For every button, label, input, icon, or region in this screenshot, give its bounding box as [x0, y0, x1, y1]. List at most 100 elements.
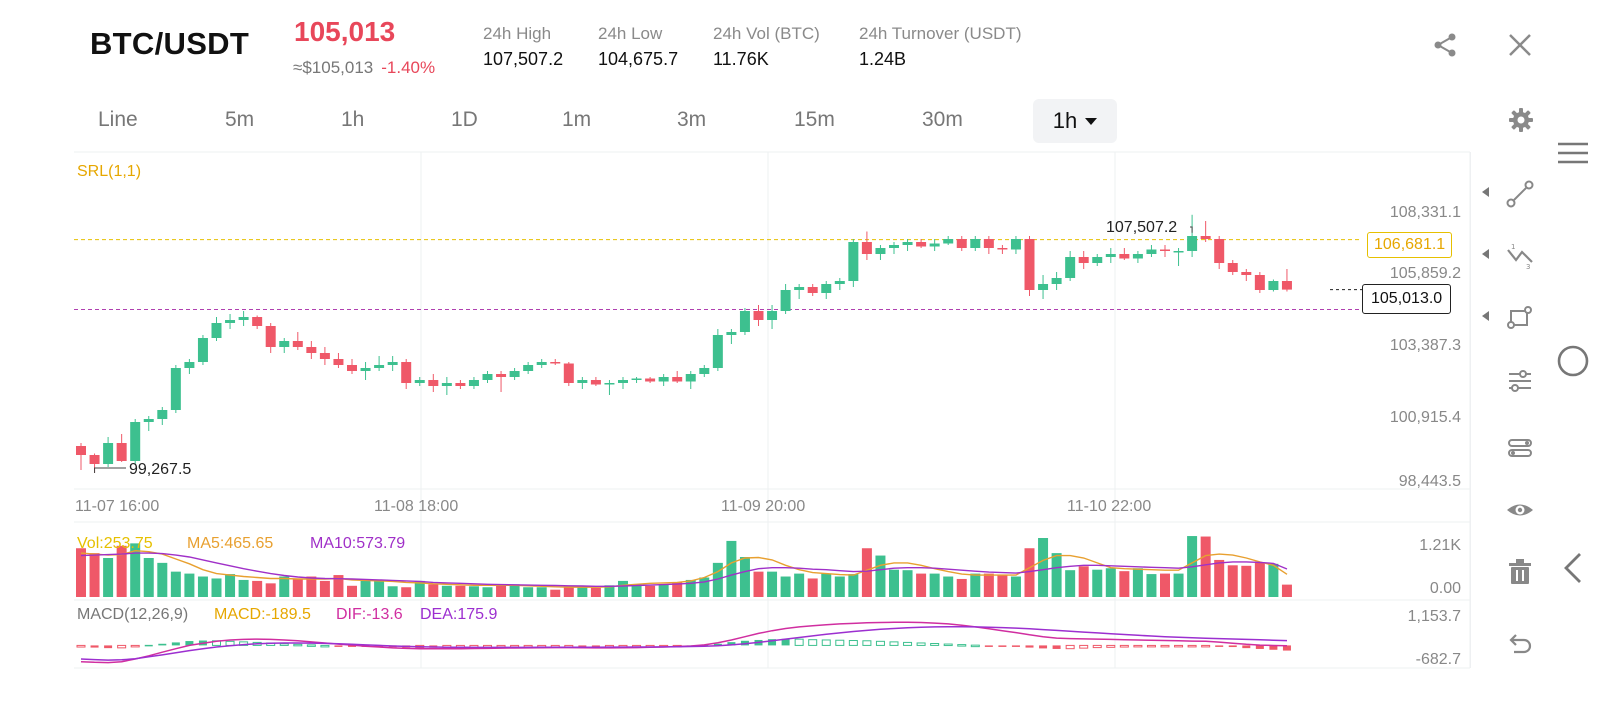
- volume-bar: [1092, 569, 1103, 597]
- candle-body: [794, 287, 805, 290]
- candle-body: [1078, 257, 1089, 263]
- volume-bar: [197, 576, 208, 597]
- x-axis-label: 11-08 18:00: [374, 498, 459, 515]
- home-button[interactable]: [1553, 341, 1593, 381]
- candle-body: [1254, 275, 1265, 290]
- change-percent: -1.40%: [381, 58, 436, 77]
- y-axis-label: 103,387.3: [1389, 337, 1461, 354]
- rectangle-tool-icon: [1507, 306, 1532, 329]
- candle-body: [536, 362, 547, 365]
- fiat-price: ≈$105,013: [293, 58, 374, 77]
- tf-1m[interactable]: 1m: [562, 108, 592, 131]
- vol-ma10-label: MA10:573.79: [310, 535, 406, 552]
- candle-body: [753, 311, 764, 320]
- volume-bar: [780, 576, 791, 597]
- candle-body: [631, 378, 642, 380]
- recent-apps-button[interactable]: [1553, 135, 1593, 171]
- macd-histogram-bar: [591, 645, 600, 647]
- volume-bar: [739, 557, 750, 597]
- stat-vol-label: 24h Vol (BTC): [713, 24, 820, 43]
- volume-bar: [1038, 538, 1049, 597]
- macd-lines: [80, 621, 1288, 664]
- undo-button[interactable]: [1502, 626, 1538, 662]
- macd-histogram-bar: [768, 639, 777, 646]
- volume-bar: [130, 543, 141, 597]
- trendline-tool[interactable]: [1502, 176, 1538, 212]
- volume-bar: [170, 571, 181, 597]
- volume-bar: [1227, 565, 1238, 597]
- settings-button[interactable]: [1506, 105, 1536, 135]
- tf-1h[interactable]: 1h: [341, 108, 365, 131]
- macd-histogram-bar: [130, 644, 140, 648]
- candle-body: [1132, 254, 1143, 259]
- candle-body: [143, 419, 154, 422]
- volume-bar: [157, 562, 168, 597]
- volume-bar: [618, 580, 628, 597]
- volume-bar: [238, 579, 249, 597]
- volume-bar: [1010, 576, 1021, 597]
- macd-histogram-bar: [781, 638, 790, 646]
- macd-histogram-bar: [578, 645, 587, 647]
- volume-bar: [1254, 562, 1265, 597]
- candle-body: [414, 380, 425, 383]
- volume-bar: [563, 586, 574, 597]
- volume-bar: [753, 571, 764, 597]
- candle-body: [929, 243, 940, 247]
- macd-histogram: [76, 638, 1291, 651]
- macd-histogram-bar: [1011, 645, 1020, 647]
- tf-3m[interactable]: 3m: [677, 108, 707, 131]
- candle-body: [658, 377, 669, 382]
- candle-body: [170, 368, 181, 410]
- macd-histogram-bar: [279, 643, 289, 646]
- tf-5m[interactable]: 5m: [225, 108, 255, 131]
- candle-body: [387, 362, 398, 365]
- shape-tool[interactable]: [1502, 300, 1538, 336]
- tf-1d[interactable]: 1D: [451, 108, 478, 131]
- indicator-settings-tool[interactable]: [1502, 362, 1538, 398]
- candle-body: [685, 374, 696, 382]
- back-button[interactable]: [1553, 548, 1593, 588]
- low-marker-label: 99,267.5: [129, 461, 192, 478]
- candle-body: [780, 290, 791, 311]
- share-icon: [1434, 33, 1456, 57]
- candle-body: [902, 242, 913, 245]
- macd-histogram-bar: [1146, 644, 1156, 648]
- macd-histogram-bar: [1215, 645, 1224, 647]
- eye-icon: [1507, 504, 1533, 516]
- current-price-badge: 105,013.0: [1362, 284, 1452, 314]
- delete-drawings-button[interactable]: [1502, 554, 1538, 590]
- macd-histogram-bar: [1228, 645, 1237, 648]
- svg-text:1: 1: [1511, 243, 1515, 251]
- tf-30m[interactable]: 30m: [922, 108, 963, 131]
- volume-bar: [875, 555, 886, 597]
- visibility-toggle[interactable]: [1502, 492, 1538, 528]
- candle-body: [157, 410, 168, 419]
- volume-bar: [821, 573, 832, 597]
- tf-dropdown[interactable]: 1h: [1033, 99, 1117, 143]
- tf-15m[interactable]: 15m: [794, 108, 835, 131]
- volume-bar: [712, 562, 723, 597]
- macd-histogram-bar: [104, 645, 113, 649]
- macd-histogram-bar: [334, 645, 343, 647]
- vol-axis-bottom: 0.00: [1429, 580, 1461, 597]
- candle-body: [563, 363, 574, 383]
- share-button[interactable]: [1428, 28, 1462, 62]
- pair-title: BTC/USDT: [90, 26, 250, 61]
- magnet-tool[interactable]: [1502, 430, 1538, 466]
- candle-body: [455, 383, 466, 386]
- candle-body: [848, 242, 859, 281]
- tf-line[interactable]: Line: [98, 108, 138, 131]
- candle-body: [1281, 281, 1292, 290]
- candle-body: [1268, 281, 1279, 290]
- volume-bar: [699, 577, 710, 597]
- close-button[interactable]: [1503, 28, 1537, 62]
- candle-body: [130, 422, 141, 461]
- candle-body: [645, 378, 656, 382]
- undo-icon: [1509, 634, 1532, 654]
- candle-body: [116, 443, 127, 461]
- volume-bar: [536, 587, 547, 597]
- y-axis-label: 98,443.5: [1398, 473, 1461, 490]
- volume-bar: [184, 573, 195, 597]
